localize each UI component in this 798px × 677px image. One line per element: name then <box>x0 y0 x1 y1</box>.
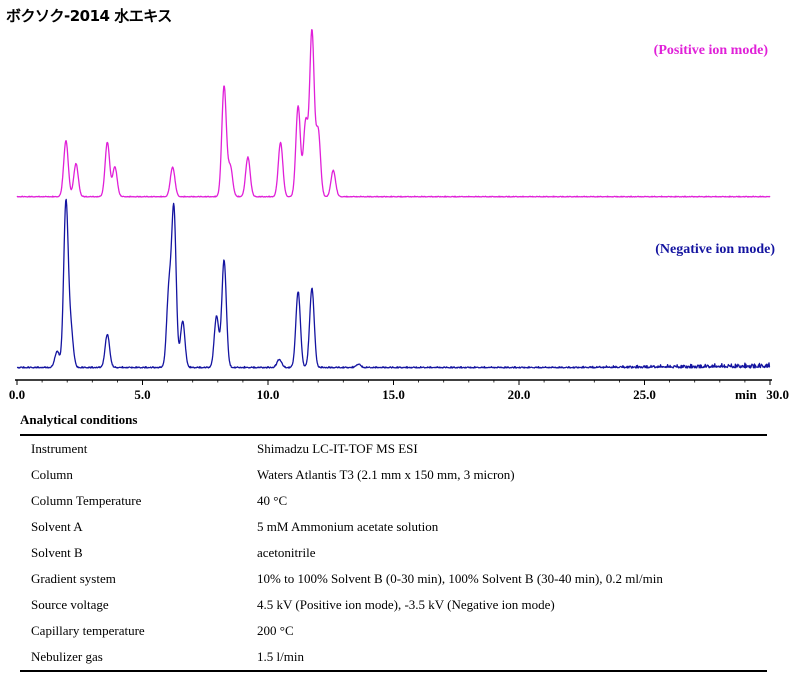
condition-value: acetonitrile <box>257 545 316 560</box>
conditions-row: Capillary temperature 200 °C <box>20 618 767 644</box>
x-axis-ticks: 0.0 5.0 10.0 15.0 20.0 25.0 30.0 <box>9 380 789 402</box>
negative-mode-trace <box>16 198 771 369</box>
positive-mode-label: (Positive ion mode) <box>654 43 769 58</box>
series-layer <box>16 29 771 369</box>
x-axis-label: min <box>735 387 757 402</box>
conditions-row: Solvent B acetonitrile <box>20 540 767 566</box>
condition-value: 1.5 l/min <box>257 649 304 664</box>
page-title: ボクソク-2014 水エキス <box>6 7 172 25</box>
x-tick-label: 5.0 <box>134 387 150 402</box>
condition-value: 4.5 kV (Positive ion mode), -3.5 kV (Neg… <box>257 597 555 612</box>
conditions-row: Gradient system 10% to 100% Solvent B (0-… <box>20 566 767 592</box>
condition-value: Shimadzu LC-IT-TOF MS ESI <box>257 441 418 456</box>
conditions-heading: Analytical conditions <box>20 412 138 427</box>
condition-value: 40 °C <box>257 493 288 508</box>
condition-value: Waters Atlantis T3 (2.1 mm x 150 mm, 3 m… <box>257 467 515 482</box>
condition-key: Column <box>31 467 73 482</box>
condition-key: Solvent A <box>31 519 83 534</box>
conditions-row: Column Waters Atlantis T3 (2.1 mm x 150 m… <box>20 462 767 488</box>
x-tick-label: 30.0 <box>766 387 789 402</box>
conditions-row: Source voltage 4.5 kV (Positive ion mode)… <box>20 592 767 618</box>
condition-key: Instrument <box>31 441 88 456</box>
conditions-row: Solvent A 5 mM Ammonium acetate solution <box>20 514 767 540</box>
condition-key: Column Temperature <box>31 493 142 508</box>
condition-key: Capillary temperature <box>31 623 145 638</box>
condition-value: 10% to 100% Solvent B (0-30 min), 100% S… <box>257 571 663 586</box>
x-tick-label: 15.0 <box>382 387 405 402</box>
x-tick-label: 10.0 <box>257 387 280 402</box>
chromatogram-chart: 0.0 5.0 10.0 15.0 20.0 25.0 30.0 (Positive ion… <box>9 29 789 402</box>
conditions-row: Instrument Shimadzu LC-IT-TOF MS ESI <box>20 435 767 462</box>
condition-key: Gradient system <box>31 571 116 586</box>
x-tick-label: 0.0 <box>9 387 25 402</box>
x-tick-label: 20.0 <box>508 387 531 402</box>
condition-key: Solvent B <box>31 545 83 560</box>
condition-key: Nebulizer gas <box>31 649 103 664</box>
positive-mode-trace <box>16 29 771 198</box>
conditions-row: Column Temperature 40 °C <box>20 488 767 514</box>
conditions-table: Instrument Shimadzu LC-IT-TOF MS ESI Colum… <box>20 434 767 672</box>
condition-key: Source voltage <box>31 597 109 612</box>
condition-value: 200 °C <box>257 623 294 638</box>
condition-value: 5 mM Ammonium acetate solution <box>257 519 439 534</box>
negative-mode-label: (Negative ion mode) <box>655 242 775 257</box>
conditions-row: Nebulizer gas 1.5 l/min <box>20 644 767 671</box>
x-tick-label: 25.0 <box>633 387 656 402</box>
